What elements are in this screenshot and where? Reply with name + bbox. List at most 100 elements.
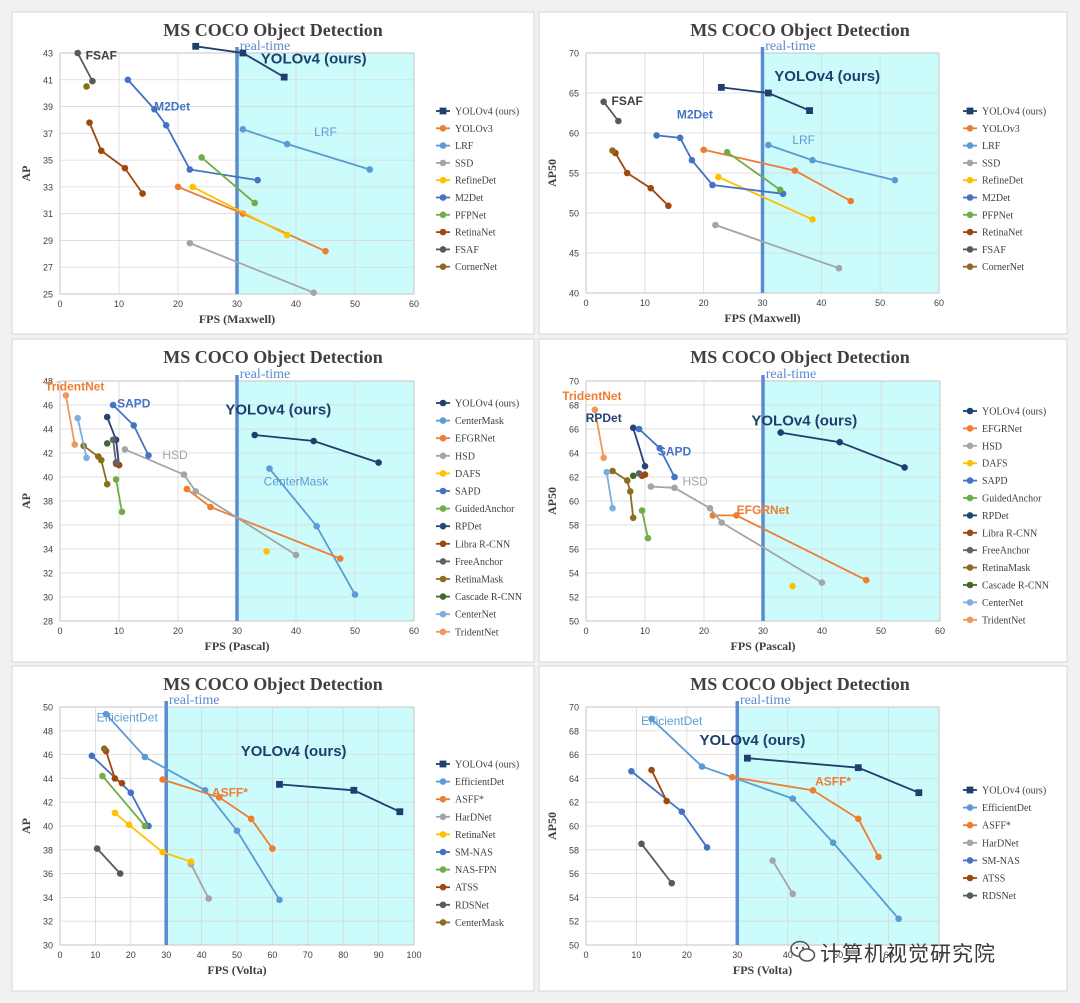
chart-panel-4: 50 52 54 56 58 60 62 64 66 68 70 0 10 20 30 40 50 60 real-… bbox=[538, 338, 1068, 663]
data-point bbox=[276, 896, 283, 904]
y-tick-label: 40 bbox=[43, 822, 53, 832]
y-tick-label: 54 bbox=[569, 569, 579, 579]
legend-label: HarDNet bbox=[455, 812, 492, 823]
y-tick-label: 44 bbox=[43, 774, 53, 784]
x-tick-label: 30 bbox=[161, 950, 171, 960]
legend-item: HSD bbox=[436, 451, 475, 462]
series-guidedanchor bbox=[638, 507, 652, 542]
legend-label: EFGRNet bbox=[455, 434, 495, 445]
legend-item: EfficientDet bbox=[963, 803, 1031, 814]
series-dafs bbox=[789, 582, 796, 590]
x-tick-label: 50 bbox=[232, 950, 242, 960]
realtime-label: real-time bbox=[240, 367, 291, 382]
data-point bbox=[109, 436, 117, 444]
series-rdsnet bbox=[93, 845, 124, 877]
x-tick-label: 70 bbox=[303, 950, 313, 960]
series-m2det bbox=[653, 132, 787, 198]
series-annotation: LRF bbox=[314, 125, 337, 139]
series-line bbox=[632, 427, 646, 467]
y-tick-label: 58 bbox=[569, 845, 579, 855]
legend-swatch-marker bbox=[439, 540, 447, 548]
series-line bbox=[605, 472, 614, 509]
legend-label: SSD bbox=[455, 158, 473, 169]
legend-item: CenterNet bbox=[436, 610, 496, 621]
legend-item: CenterMask bbox=[436, 918, 504, 929]
series-line bbox=[726, 151, 781, 191]
legend-item: RefineDet bbox=[963, 176, 1023, 187]
realtime-label: real-time bbox=[766, 367, 817, 382]
x-tick-label: 30 bbox=[758, 626, 768, 636]
legend-label: TridentNet bbox=[982, 615, 1026, 626]
legend-item: LRF bbox=[963, 141, 1001, 152]
legend-item: YOLOv4 (ours) bbox=[436, 107, 519, 118]
legend-swatch-marker bbox=[966, 228, 974, 236]
legend-item: YOLOv3 bbox=[436, 124, 493, 135]
legend-label: RDSNet bbox=[455, 900, 489, 911]
data-point bbox=[186, 239, 194, 247]
legend-label: YOLOv3 bbox=[455, 124, 493, 135]
legend-swatch-marker bbox=[439, 575, 447, 583]
data-point bbox=[266, 465, 273, 472]
y-tick-label: 66 bbox=[569, 425, 579, 435]
legend-swatch-marker bbox=[966, 786, 974, 794]
x-tick-label: 50 bbox=[875, 298, 885, 308]
legend-swatch-marker bbox=[966, 874, 974, 882]
realtime-region bbox=[237, 53, 414, 294]
legend-swatch-marker bbox=[439, 470, 447, 477]
legend-label: RPDet bbox=[455, 522, 482, 533]
legend-item: SSD bbox=[436, 158, 473, 169]
data-point bbox=[647, 184, 655, 192]
data-point bbox=[663, 797, 670, 805]
plot-frame bbox=[585, 706, 940, 946]
series-sm-nas bbox=[628, 767, 711, 851]
data-point bbox=[159, 776, 166, 783]
legend-label: CornerNet bbox=[982, 262, 1024, 273]
data-point bbox=[322, 247, 329, 255]
series-pfpnet bbox=[198, 154, 258, 207]
series-line bbox=[88, 122, 144, 195]
legend-label: CenterNet bbox=[982, 598, 1023, 609]
x-tick-label: 30 bbox=[232, 299, 242, 309]
y-tick-label: 36 bbox=[43, 521, 53, 531]
legend-item: RefineDet bbox=[436, 176, 496, 187]
series-tridentnet bbox=[591, 406, 607, 462]
legend-swatch-marker bbox=[439, 866, 447, 873]
data-point bbox=[609, 504, 616, 512]
x-tick-label: 10 bbox=[114, 299, 124, 309]
legend-swatch-marker bbox=[966, 459, 974, 467]
data-point bbox=[239, 126, 247, 133]
data-point bbox=[891, 176, 899, 184]
legend-item: SAPD bbox=[436, 487, 481, 498]
data-point bbox=[292, 551, 300, 559]
legend-item: GuidedAnchor bbox=[436, 504, 515, 515]
legend-swatch-marker bbox=[439, 593, 447, 600]
legend-label: PFPNet bbox=[982, 210, 1013, 221]
chart-panel-3: 28 30 32 34 36 38 40 42 44 46 48 0 10 20 30 40 50 60 real-… bbox=[11, 338, 535, 663]
y-axis-label: AP50 bbox=[545, 812, 559, 840]
legend-item: Libra R-CNN bbox=[963, 528, 1037, 539]
legend-label: YOLOv4 (ours) bbox=[982, 407, 1046, 418]
x-tick-label: 20 bbox=[682, 950, 692, 960]
series-rpdet bbox=[629, 424, 649, 470]
series-ssd bbox=[186, 239, 318, 296]
legend-item: RPDet bbox=[436, 522, 482, 533]
x-tick-label: 60 bbox=[935, 626, 945, 636]
data-point bbox=[671, 484, 678, 492]
legend-swatch-marker bbox=[439, 487, 447, 495]
legend-label: SSD bbox=[982, 158, 1000, 169]
x-tick-label: 60 bbox=[267, 950, 277, 960]
legend-item: TridentNet bbox=[963, 615, 1026, 626]
legend-swatch-marker bbox=[966, 804, 974, 811]
legend-label: GuidedAnchor bbox=[982, 494, 1042, 505]
data-point bbox=[313, 522, 320, 530]
series-fsaf bbox=[600, 98, 622, 125]
legend-item: NAS-FPN bbox=[436, 865, 497, 876]
series-cascade-r-cnn bbox=[103, 440, 111, 447]
legend-swatch-marker bbox=[439, 558, 447, 565]
legend-swatch-marker bbox=[439, 813, 447, 821]
data-point bbox=[700, 146, 707, 154]
y-tick-label: 27 bbox=[43, 263, 53, 273]
legend-label: TridentNet bbox=[455, 627, 499, 638]
series-annotation: YOLOv4 (ours) bbox=[241, 743, 347, 760]
y-tick-label: 65 bbox=[569, 89, 579, 99]
